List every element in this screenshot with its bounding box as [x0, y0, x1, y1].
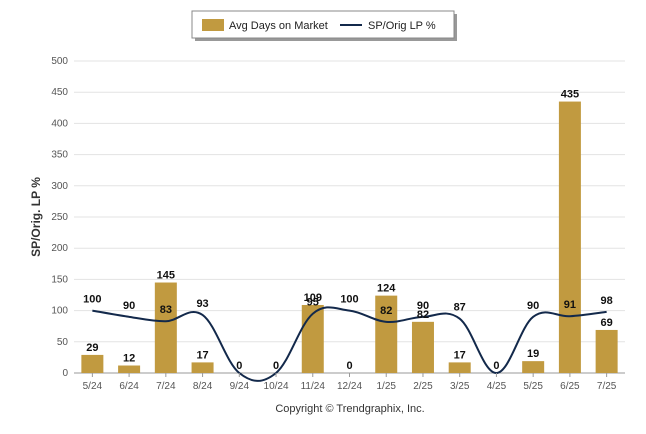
line-data-label: 100 — [340, 294, 358, 306]
data-labels: 29 12 145 17 0 0 109 0 124 82 17 0 19 435 69 100 90 83 93 9… — [83, 89, 613, 372]
x-tick-label: 12/24 — [337, 381, 362, 392]
bar — [375, 295, 398, 373]
y-tick-label: 50 — [57, 337, 69, 348]
x-tick-label: 3/25 — [450, 381, 470, 392]
y-tick-label: 300 — [51, 181, 68, 192]
x-tick-label: 6/25 — [560, 381, 580, 392]
bar — [301, 304, 324, 373]
bar-series — [81, 101, 618, 373]
x-tick-label: 2/25 — [413, 381, 433, 392]
line-data-label: 90 — [527, 300, 539, 312]
bar-data-label: 69 — [601, 317, 613, 329]
bar-data-label: 124 — [377, 283, 396, 295]
line-data-label: 83 — [160, 304, 172, 316]
x-tick-label: 5/25 — [523, 381, 543, 392]
x-tick-label: 7/25 — [597, 381, 617, 392]
y-tick-label: 250 — [51, 212, 68, 223]
legend-label-days-on-market: Avg Days on Market — [229, 20, 328, 32]
bar-data-label: 0 — [493, 360, 499, 372]
line-data-label: 95 — [307, 297, 319, 309]
legend-box — [191, 10, 455, 39]
line-data-label: 98 — [601, 295, 613, 307]
bar — [118, 365, 141, 373]
x-tick-label: 7/24 — [156, 381, 176, 392]
x-tick-label: 4/25 — [487, 381, 507, 392]
legend: Avg Days on Market SP/Orig LP % — [191, 10, 457, 41]
y-tick-label: 0 — [62, 368, 68, 379]
x-tick-label: 6/24 — [119, 381, 139, 392]
bar-data-label: 82 — [417, 309, 429, 321]
x-tick-label: 10/24 — [264, 381, 289, 392]
legend-swatch-bar — [202, 19, 224, 31]
bar-data-label: 0 — [236, 360, 242, 372]
x-tick-label: 5/24 — [83, 381, 103, 392]
line-series — [92, 306, 607, 382]
y-tick-label: 450 — [51, 87, 68, 98]
bar — [411, 321, 434, 373]
line-data-label: 91 — [564, 299, 576, 311]
line-data-label: 87 — [454, 302, 466, 314]
y-tick-label: 200 — [51, 243, 68, 254]
y-tick-label: 400 — [51, 118, 68, 129]
x-axis-ticks: 5/24 6/24 7/24 8/24 9/24 10/24 11/24 12/24 1/25 2… — [83, 373, 617, 392]
bar — [595, 329, 618, 373]
bar — [558, 101, 581, 373]
x-tick-label: 11/24 — [301, 381, 326, 392]
line-data-label: 90 — [123, 300, 135, 312]
bar — [191, 362, 214, 373]
y-axis-ticks: 0 50 100 150 200 250 300 350 400 450 500 — [51, 56, 68, 379]
x-tick-label: 1/25 — [376, 381, 396, 392]
copyright-text: Copyright © Trendgraphix, Inc. — [275, 403, 424, 415]
bar-data-label: 19 — [527, 348, 539, 360]
line-data-label: 90 — [417, 300, 429, 312]
bar — [522, 361, 545, 373]
line-data-label: 82 — [380, 305, 392, 317]
bar-data-label: 109 — [304, 292, 322, 304]
y-axis-label: SP/Orig. LP % — [29, 177, 43, 257]
bar-data-label: 145 — [157, 270, 175, 282]
x-tick-label: 9/24 — [230, 381, 250, 392]
y-tick-label: 150 — [51, 274, 68, 285]
y-tick-label: 350 — [51, 150, 68, 161]
bar — [81, 354, 104, 373]
bar-data-label: 0 — [273, 360, 279, 372]
bar — [448, 362, 471, 373]
bar — [154, 282, 177, 373]
y-tick-label: 100 — [51, 306, 68, 317]
legend-label-sp-orig-lp: SP/Orig LP % — [368, 20, 436, 32]
bar-data-label: 29 — [86, 342, 98, 354]
bar-data-label: 0 — [346, 360, 352, 372]
line-data-label: 93 — [196, 298, 208, 310]
bar-data-label: 17 — [454, 349, 466, 361]
line-data-label: 100 — [83, 294, 101, 306]
bar-data-label: 435 — [561, 89, 579, 101]
bar-data-label: 12 — [123, 353, 135, 365]
y-tick-label: 500 — [51, 56, 68, 67]
x-tick-label: 8/24 — [193, 381, 213, 392]
bar-data-label: 17 — [196, 349, 208, 361]
